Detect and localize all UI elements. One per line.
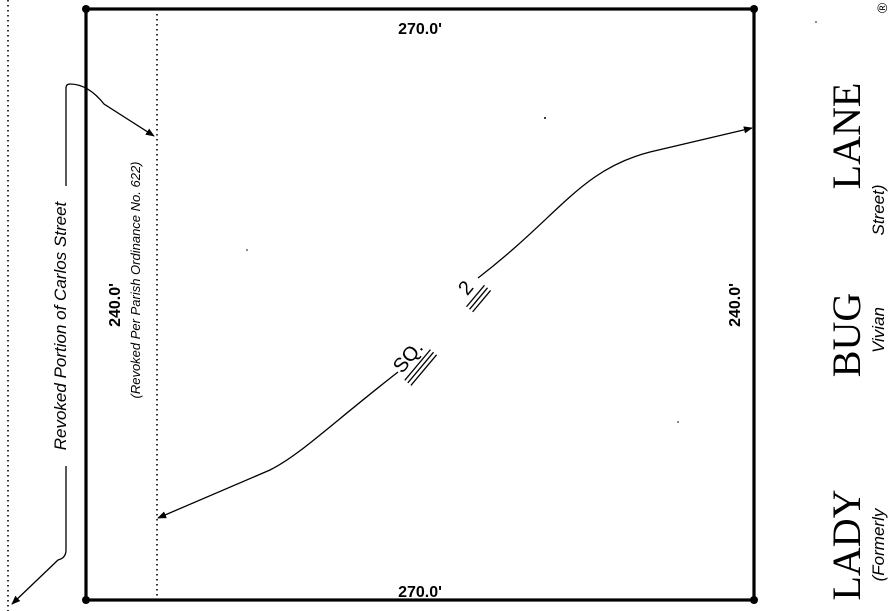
square-sq-underline-1	[404, 349, 431, 381]
lot-boundary	[84, 7, 756, 602]
scan-speck	[544, 117, 546, 119]
top-dimension: 270.0'	[398, 21, 442, 38]
revoked-street-label: Revoked Portion of Carlos Street	[51, 200, 70, 450]
scan-speck	[677, 421, 679, 423]
square-sq-underline-2	[407, 351, 435, 384]
corner-monument-bottom-right	[750, 596, 758, 604]
square-sq-underline-3	[410, 354, 438, 386]
square-number-underline-1	[465, 284, 485, 308]
bottom-dimension: 270.0'	[398, 584, 442, 601]
street-name-word-2: BUG	[824, 293, 869, 377]
corner-monument-bottom-left	[82, 596, 90, 604]
right-dimension: 240.0'	[727, 283, 744, 327]
square-label: SQ. 2	[389, 277, 492, 386]
square-leader-lower	[157, 371, 399, 519]
street-former-word-3: Street)	[869, 184, 888, 235]
square-leader-upper	[477, 126, 753, 279]
corner-monument-top-right	[750, 5, 758, 13]
square-number-underline-2	[469, 287, 489, 310]
scan-speck	[246, 249, 248, 251]
street-former-word-2: Vivian	[869, 307, 888, 353]
square-number-underline-3	[472, 290, 492, 313]
corner-monument-top-left	[82, 5, 90, 13]
street-name-word-1: LADY	[824, 489, 869, 600]
street-former-word-1: (Formerly	[869, 507, 888, 581]
left-dimension: 240.0'	[107, 283, 124, 327]
corner-symbol: ®	[874, 2, 890, 13]
revoked-street-leader-bottom	[11, 466, 67, 605]
revoked-note: (Revoked Per Parish Ordinance No. 622)	[128, 161, 143, 398]
revoked-street-leader-top	[65, 83, 155, 186]
scan-speck	[815, 21, 817, 23]
street-name-word-3: LANE	[824, 83, 869, 190]
